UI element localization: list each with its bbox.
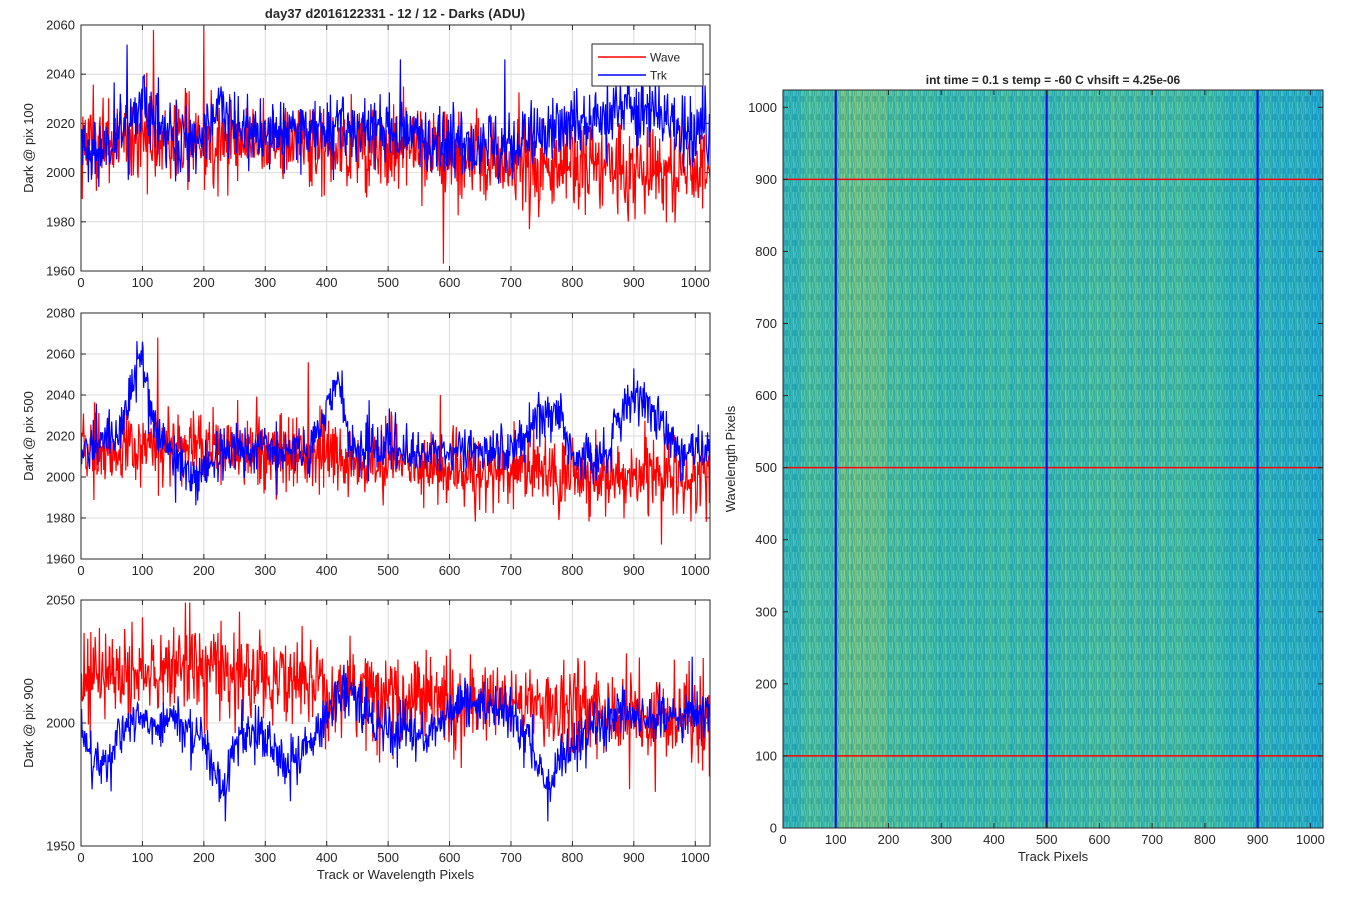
x-tick-label: 600: [439, 850, 461, 865]
x-tick-label: 200: [193, 563, 215, 578]
y-tick-label: 2000: [46, 165, 75, 180]
y-tick-label: 800: [755, 244, 777, 259]
x-tick-label: 900: [623, 563, 645, 578]
x-tick-label: 800: [562, 850, 584, 865]
x-tick-label: 1000: [681, 850, 710, 865]
y-tick-label: 200: [755, 676, 777, 691]
x-tick-label: 1000: [681, 275, 710, 290]
y-tick-label: 2060: [46, 347, 75, 362]
series-line-wave: [81, 602, 710, 792]
x-tick-label: 0: [779, 832, 786, 847]
y-tick-label: 1980: [46, 511, 75, 526]
x-tick-label: 100: [132, 563, 154, 578]
y-axis-label: Wavelength Pixels: [723, 405, 738, 512]
y-tick-label: 2080: [46, 306, 75, 321]
heatmap-plot: 0 100 200 300 400 500 600 700 800 900 1000 0 100 200 3…: [723, 73, 1325, 864]
y-tick-label: 1960: [46, 264, 75, 279]
line-plot-pix-100: 0 100 200 300 400 500 600 700 800 900 1000 1960 1980…: [21, 18, 711, 290]
x-tick-label: 400: [983, 832, 1005, 847]
x-tick-label: 1000: [1296, 832, 1325, 847]
x-tick-label: 300: [254, 275, 276, 290]
x-tick-label: 800: [562, 275, 584, 290]
y-tick-label: 2020: [46, 116, 75, 131]
x-tick-label: 900: [623, 850, 645, 865]
x-axis-label: Track Pixels: [1018, 849, 1089, 864]
x-tick-label: 0: [77, 563, 84, 578]
legend-entry-wave: Wave: [650, 51, 681, 65]
x-tick-label: 500: [1036, 832, 1058, 847]
y-tick-label: 500: [755, 460, 777, 475]
x-tick-label: 700: [1141, 832, 1163, 847]
y-tick-label: 1980: [46, 214, 75, 229]
x-tick-label: 900: [1247, 832, 1269, 847]
series-line-wave: [81, 337, 710, 545]
x-tick-label: 100: [132, 850, 154, 865]
x-tick-label: 200: [193, 275, 215, 290]
y-axis-label: Dark @ pix 500: [21, 391, 36, 481]
heatmap-texture: [783, 90, 1323, 828]
y-tick-label: 2040: [46, 67, 75, 82]
x-tick-label: 500: [377, 275, 399, 290]
x-tick-label: 600: [439, 275, 461, 290]
x-tick-label: 800: [562, 563, 584, 578]
x-tick-label: 400: [316, 563, 338, 578]
y-axis-label: Dark @ pix 900: [21, 678, 36, 768]
y-tick-label: 1000: [748, 100, 777, 115]
x-tick-label: 700: [500, 850, 522, 865]
y-tick-label: 700: [755, 316, 777, 331]
y-tick-label: 2020: [46, 429, 75, 444]
plot-frame: [782, 89, 1324, 829]
y-tick-label: 2040: [46, 388, 75, 403]
legend-box: [591, 43, 704, 87]
y-tick-label: 2060: [46, 18, 75, 33]
y-tick-label: 1960: [46, 552, 75, 567]
series-line-trk: [81, 44, 710, 187]
y-axis-label: Dark @ pix 100: [21, 103, 36, 193]
x-tick-label: 400: [316, 275, 338, 290]
y-tick-label: 900: [755, 172, 777, 187]
line-plot-pix-900: 0 100 200 300 400 500 600 700 800 900 1000 1950 2000…: [21, 593, 711, 882]
y-tick-label: 2000: [46, 716, 75, 731]
x-tick-label: 100: [132, 275, 154, 290]
heatmap-title: int time = 0.1 s temp = -60 C vhsift = 4…: [926, 73, 1181, 87]
x-tick-label: 700: [500, 275, 522, 290]
x-tick-label: 100: [825, 832, 847, 847]
figure-suptitle: day37 d2016122331 - 12 / 12 - Darks (ADU…: [265, 6, 525, 21]
legend-entry-trk: Trk: [650, 69, 668, 83]
y-tick-label: 600: [755, 388, 777, 403]
series-line-trk: [81, 341, 710, 506]
x-tick-label: 300: [254, 563, 276, 578]
x-tick-label: 1000: [681, 563, 710, 578]
line-plot-pix-500: 0 100 200 300 400 500 600 700 800 900 1000 1960 1980…: [21, 306, 711, 578]
x-tick-label: 200: [193, 850, 215, 865]
x-tick-label: 200: [878, 832, 900, 847]
x-tick-label: 500: [377, 563, 399, 578]
y-tick-label: 2000: [46, 470, 75, 485]
y-tick-label: 2050: [46, 593, 75, 608]
x-tick-label: 0: [77, 850, 84, 865]
series-line-trk: [81, 656, 710, 822]
x-tick-label: 0: [77, 275, 84, 290]
plot-frame: [80, 312, 711, 560]
y-tick-label: 400: [755, 532, 777, 547]
x-tick-label: 600: [439, 563, 461, 578]
x-tick-label: 300: [254, 850, 276, 865]
y-tick-label: 0: [770, 821, 777, 836]
x-tick-label: 300: [930, 832, 952, 847]
legend: Wave Trk: [591, 43, 704, 87]
plot-frame: [80, 599, 711, 847]
x-tick-label: 800: [1194, 832, 1216, 847]
x-tick-label: 400: [316, 850, 338, 865]
x-tick-label: 600: [1089, 832, 1111, 847]
y-tick-label: 100: [755, 748, 777, 763]
plot-frame: [80, 24, 711, 272]
x-tick-label: 700: [500, 563, 522, 578]
y-tick-label: 1950: [46, 839, 75, 854]
x-tick-label: 900: [623, 275, 645, 290]
y-tick-label: 300: [755, 604, 777, 619]
x-axis-label: Track or Wavelength Pixels: [317, 867, 475, 882]
x-tick-label: 500: [377, 850, 399, 865]
